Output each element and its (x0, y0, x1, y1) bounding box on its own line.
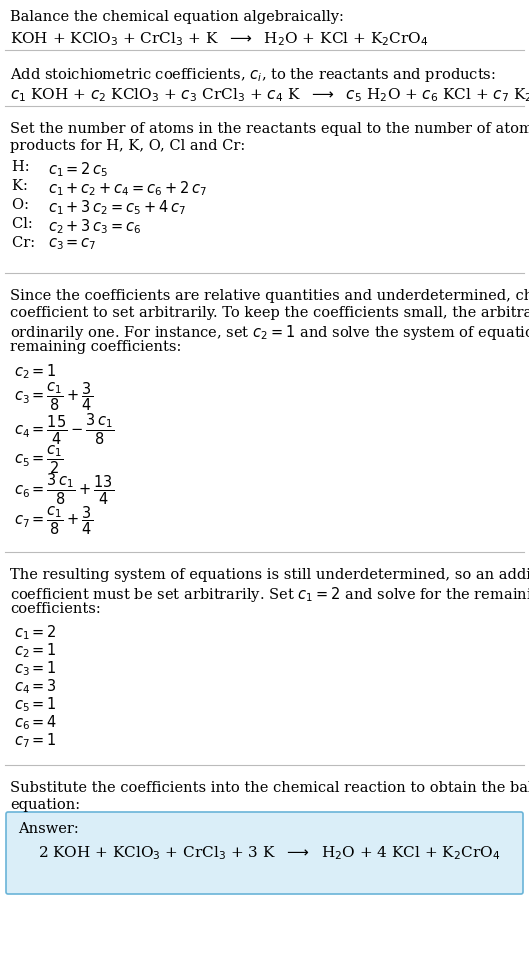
Text: $c_2 = 1$: $c_2 = 1$ (14, 362, 57, 381)
Text: Cr:: Cr: (12, 236, 49, 250)
Text: Balance the chemical equation algebraically:: Balance the chemical equation algebraica… (10, 10, 344, 24)
Text: Set the number of atoms in the reactants equal to the number of atoms in the: Set the number of atoms in the reactants… (10, 122, 529, 136)
Text: $c_1 + 3\,c_2 = c_5 + 4\,c_7$: $c_1 + 3\,c_2 = c_5 + 4\,c_7$ (48, 198, 186, 217)
Text: equation:: equation: (10, 798, 80, 812)
Text: The resulting system of equations is still underdetermined, so an additional: The resulting system of equations is sti… (10, 568, 529, 582)
Text: Cl:: Cl: (12, 217, 47, 231)
Text: $c_1$ KOH + $c_2$ KClO$_3$ + $c_3$ CrCl$_3$ + $c_4$ K  $\longrightarrow$  $c_5$ : $c_1$ KOH + $c_2$ KClO$_3$ + $c_3$ CrCl$… (10, 86, 529, 104)
Text: $c_3 = \dfrac{c_1}{8} + \dfrac{3}{4}$: $c_3 = \dfrac{c_1}{8} + \dfrac{3}{4}$ (14, 380, 93, 412)
Text: coefficients:: coefficients: (10, 602, 101, 616)
Text: $c_6 = \dfrac{3\,c_1}{8} + \dfrac{13}{4}$: $c_6 = \dfrac{3\,c_1}{8} + \dfrac{13}{4}… (14, 472, 114, 507)
Text: $c_4 = 3$: $c_4 = 3$ (14, 677, 57, 696)
Text: $c_2 + 3\,c_3 = c_6$: $c_2 + 3\,c_3 = c_6$ (48, 217, 142, 235)
Text: 2 KOH + KClO$_3$ + CrCl$_3$ + 3 K  $\longrightarrow$  H$_2$O + 4 KCl + K$_2$CrO$: 2 KOH + KClO$_3$ + CrCl$_3$ + 3 K $\long… (38, 844, 500, 862)
Text: coefficient must be set arbitrarily. Set $c_1 = 2$ and solve for the remaining: coefficient must be set arbitrarily. Set… (10, 585, 529, 604)
Text: H:: H: (12, 160, 43, 174)
Text: Substitute the coefficients into the chemical reaction to obtain the balanced: Substitute the coefficients into the che… (10, 781, 529, 795)
Text: ordinarily one. For instance, set $c_2 = 1$ and solve the system of equations fo: ordinarily one. For instance, set $c_2 =… (10, 323, 529, 342)
Text: O:: O: (12, 198, 43, 212)
Text: Since the coefficients are relative quantities and underdetermined, choose a: Since the coefficients are relative quan… (10, 289, 529, 303)
Text: $c_1 + c_2 + c_4 = c_6 + 2\,c_7$: $c_1 + c_2 + c_4 = c_6 + 2\,c_7$ (48, 179, 207, 197)
Text: K:: K: (12, 179, 42, 193)
Text: Add stoichiometric coefficients, $c_i$, to the reactants and products:: Add stoichiometric coefficients, $c_i$, … (10, 66, 496, 84)
FancyBboxPatch shape (6, 812, 523, 894)
Text: Answer:: Answer: (18, 822, 79, 836)
Text: $c_2 = 1$: $c_2 = 1$ (14, 641, 57, 660)
Text: $c_7 = \dfrac{c_1}{8} + \dfrac{3}{4}$: $c_7 = \dfrac{c_1}{8} + \dfrac{3}{4}$ (14, 504, 93, 537)
Text: products for H, K, O, Cl and Cr:: products for H, K, O, Cl and Cr: (10, 139, 245, 153)
Text: coefficient to set arbitrarily. To keep the coefficients small, the arbitrary va: coefficient to set arbitrarily. To keep … (10, 306, 529, 320)
Text: KOH + KClO$_3$ + CrCl$_3$ + K  $\longrightarrow$  H$_2$O + KCl + K$_2$CrO$_4$: KOH + KClO$_3$ + CrCl$_3$ + K $\longrigh… (10, 30, 428, 48)
Text: $c_1 = 2$: $c_1 = 2$ (14, 623, 57, 642)
Text: remaining coefficients:: remaining coefficients: (10, 340, 181, 354)
Text: $c_3 = c_7$: $c_3 = c_7$ (48, 236, 97, 252)
Text: $c_3 = 1$: $c_3 = 1$ (14, 659, 57, 677)
Text: $c_4 = \dfrac{15}{4} - \dfrac{3\,c_1}{8}$: $c_4 = \dfrac{15}{4} - \dfrac{3\,c_1}{8}… (14, 412, 114, 447)
Text: $c_5 = 1$: $c_5 = 1$ (14, 695, 57, 713)
Text: $c_6 = 4$: $c_6 = 4$ (14, 713, 57, 732)
Text: $c_7 = 1$: $c_7 = 1$ (14, 731, 57, 749)
Text: $c_1 = 2\,c_5$: $c_1 = 2\,c_5$ (48, 160, 108, 179)
Text: $c_5 = \dfrac{c_1}{2}$: $c_5 = \dfrac{c_1}{2}$ (14, 444, 64, 476)
